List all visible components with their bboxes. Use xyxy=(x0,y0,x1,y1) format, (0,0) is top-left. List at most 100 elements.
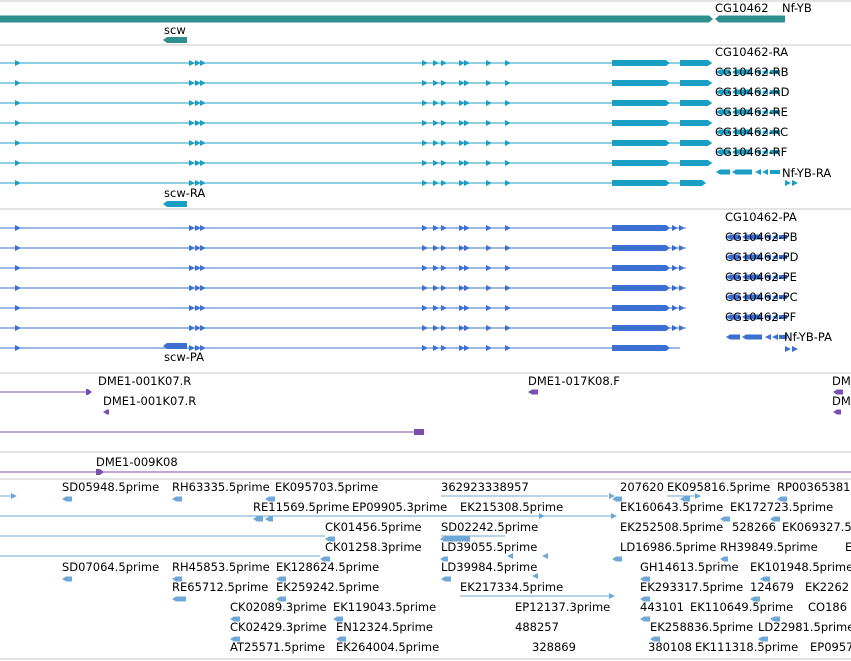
strand-arrow-right xyxy=(486,140,492,146)
strand-arrow-right xyxy=(200,285,206,291)
est-label: 362923338957 xyxy=(441,480,529,494)
est-label: EK095816.5prime xyxy=(667,480,770,494)
feature-exon xyxy=(779,315,787,319)
transcript-label: CG10462-RA xyxy=(715,45,788,59)
strand-arrow-right xyxy=(486,80,492,86)
est-label: RH45853.5prime xyxy=(172,560,270,574)
strand-arrow-right xyxy=(672,225,678,231)
protein-label: CG10462-PD xyxy=(725,250,799,264)
strand-arrow-right xyxy=(195,305,201,311)
feature-exon xyxy=(680,100,712,106)
strand-arrow-right xyxy=(464,180,470,186)
strand-arrow-right xyxy=(672,325,678,331)
strand-arrow-right xyxy=(200,160,206,166)
protein-label: Nf-YB-PA xyxy=(784,330,832,344)
strand-arrow-right xyxy=(422,100,428,106)
transcript-label: Nf-YB-RA xyxy=(782,166,831,180)
strand-arrow-right xyxy=(459,100,465,106)
clone-label: DME1-001K07.R xyxy=(103,394,196,408)
est-label: SD02242.5prime xyxy=(441,520,538,534)
clone-label: DM xyxy=(832,374,851,388)
strand-arrow-right xyxy=(433,265,439,271)
strand-arrow-left xyxy=(532,573,538,579)
feature-exon xyxy=(612,325,670,331)
strand-arrow-right xyxy=(15,325,21,331)
strand-arrow-right xyxy=(195,180,201,186)
strand-arrow-right xyxy=(189,285,195,291)
feature-exon xyxy=(716,169,730,175)
strand-arrow-right xyxy=(486,285,492,291)
feature-exon xyxy=(770,70,780,74)
strand-arrow-right xyxy=(486,180,492,186)
strand-arrow-left xyxy=(772,234,778,240)
est-feature xyxy=(770,616,780,622)
strand-arrow-right xyxy=(15,225,21,231)
strand-arrow-left xyxy=(765,254,771,260)
strand-arrow-left xyxy=(765,234,771,240)
est-label: EK110649.5prime xyxy=(690,600,793,614)
transcript-label: CG10462-RB xyxy=(715,65,789,79)
est-label: CK01456.5prime xyxy=(325,520,422,534)
est-label: RE11569.5prime xyxy=(253,500,349,514)
est-feature xyxy=(441,576,451,582)
strand-arrow-right xyxy=(679,265,685,271)
strand-arrow-right xyxy=(505,60,511,66)
strand-arrow-right xyxy=(189,325,195,331)
est-label: GH14613.5prime xyxy=(640,560,739,574)
strand-arrow-right xyxy=(459,160,465,166)
strand-arrow-right xyxy=(441,345,447,351)
transcript-label: scw-RA xyxy=(164,186,205,200)
est-feature xyxy=(758,636,768,642)
feature-exon xyxy=(779,295,787,299)
feature-exon xyxy=(742,254,762,260)
strand-arrow-right xyxy=(785,346,791,352)
est-label: LD16986.5prime xyxy=(620,540,716,554)
strand-arrow-right xyxy=(441,285,447,291)
strand-arrow-right xyxy=(189,100,195,106)
est-label: RH39849.5prime xyxy=(720,540,818,554)
feature-exon xyxy=(726,334,740,340)
est-feature xyxy=(720,516,730,522)
strand-arrow-right xyxy=(441,245,447,251)
protein-label: CG10462-PE xyxy=(725,270,797,284)
strand-arrow-right xyxy=(464,60,470,66)
strand-arrow-right xyxy=(422,245,428,251)
strand-arrow-right xyxy=(200,100,206,106)
strand-arrow-right xyxy=(433,225,439,231)
est-label: EK128624.5prime xyxy=(276,560,379,574)
strand-arrow-right xyxy=(195,285,201,291)
est-label: CK02429.3prime xyxy=(230,620,327,634)
strand-arrow-right xyxy=(422,305,428,311)
est-label: LD22981.5prime xyxy=(758,620,851,634)
strand-arrow-right xyxy=(464,80,470,86)
feature-exon xyxy=(612,100,670,106)
strand-arrow-right xyxy=(679,325,685,331)
strand-arrow-left xyxy=(765,334,771,340)
est-label: 328869 xyxy=(532,640,576,654)
strand-arrow-right xyxy=(433,60,439,66)
strand-arrow-right xyxy=(189,245,195,251)
protein-label: scw-PA xyxy=(164,350,204,364)
strand-arrow-right xyxy=(200,140,206,146)
strand-arrow-right xyxy=(433,100,439,106)
est-feature xyxy=(612,496,622,502)
strand-arrow-right xyxy=(441,325,447,331)
strand-arrow-right xyxy=(505,120,511,126)
strand-arrow-right xyxy=(539,513,545,519)
feature-exon xyxy=(742,334,762,340)
est-feature xyxy=(62,496,72,502)
clone-end xyxy=(414,429,424,435)
strand-arrow-right xyxy=(464,225,470,231)
strand-arrow-right xyxy=(505,140,511,146)
strand-arrow-right xyxy=(195,140,201,146)
feature-exon xyxy=(716,109,730,115)
strand-arrow-right xyxy=(486,305,492,311)
strand-arrow-right xyxy=(609,593,615,599)
strand-arrow-right xyxy=(422,225,428,231)
strand-arrow-left xyxy=(755,149,761,155)
est-feature xyxy=(62,576,72,582)
strand-arrow-right xyxy=(459,60,465,66)
feature-exon xyxy=(770,130,780,134)
strand-arrow-right xyxy=(505,160,511,166)
